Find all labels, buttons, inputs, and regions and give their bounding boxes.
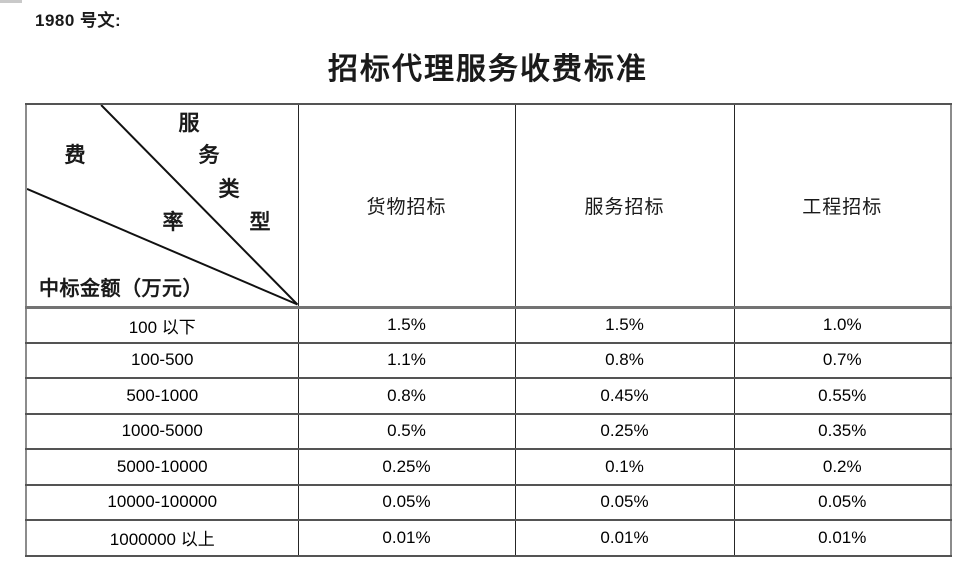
service-type-char-1: 服 xyxy=(178,111,200,135)
fee-standard-table: 服 务 类 型 费 率 中标金额（万元） 货物招标 服务招标 工程招标 100 … xyxy=(25,103,952,557)
amount-range-cell: 100 以下 xyxy=(25,306,299,344)
rate-cell: 1.5% xyxy=(514,306,735,344)
amount-range-cell: 500-1000 xyxy=(25,377,299,415)
rate-cell: 0.01% xyxy=(514,519,735,557)
rate-cell: 0.35% xyxy=(733,412,952,450)
table-row: 1000-5000 0.5% 0.25% 0.35% xyxy=(25,412,952,450)
rate-cell: 0.7% xyxy=(733,341,952,379)
rate-cell: 1.5% xyxy=(297,306,516,344)
table-row: 100-500 1.1% 0.8% 0.7% xyxy=(25,341,952,379)
rate-cell: 1.1% xyxy=(297,341,516,379)
rate-cell: 0.8% xyxy=(514,341,735,379)
table-row: 10000-100000 0.05% 0.05% 0.05% xyxy=(25,483,952,521)
doc-reference: 1980 号文: xyxy=(35,11,122,30)
amount-range-cell: 10000-100000 xyxy=(25,483,299,521)
rate-cell: 0.1% xyxy=(514,448,735,486)
table-row: 500-1000 0.8% 0.45% 0.55% xyxy=(25,377,952,415)
rate-cell: 1.0% xyxy=(733,306,952,344)
table-row: 5000-10000 0.25% 0.1% 0.2% xyxy=(25,448,952,486)
rate-cell: 0.8% xyxy=(297,377,516,415)
column-header-works: 工程招标 xyxy=(733,103,952,308)
rate-cell: 0.05% xyxy=(297,483,516,521)
page-edge-artifact xyxy=(0,0,22,3)
page-title: 招标代理服务收费标准 xyxy=(328,53,648,86)
column-header-services: 服务招标 xyxy=(514,103,735,308)
rate-cell: 0.25% xyxy=(297,448,516,486)
amount-range-cell: 5000-10000 xyxy=(25,448,299,486)
rate-cell: 0.2% xyxy=(733,448,952,486)
rate-cell: 0.05% xyxy=(733,483,952,521)
service-type-char-4: 型 xyxy=(249,210,271,234)
rate-cell: 0.01% xyxy=(733,519,952,557)
amount-range-cell: 1000000 以上 xyxy=(25,519,299,557)
amount-range-cell: 100-500 xyxy=(25,341,299,379)
table-row: 100 以下 1.5% 1.5% 1.0% xyxy=(25,306,952,344)
amount-range-cell: 1000-5000 xyxy=(25,412,299,450)
fee-rate-char-2: 率 xyxy=(162,210,184,234)
rate-cell: 0.25% xyxy=(514,412,735,450)
column-header-goods: 货物招标 xyxy=(297,103,516,308)
table-row: 1000000 以上 0.01% 0.01% 0.01% xyxy=(25,519,952,557)
rate-cell: 0.5% xyxy=(297,412,516,450)
rate-cell: 0.55% xyxy=(733,377,952,415)
header-row: 服 务 类 型 费 率 中标金额（万元） 货物招标 服务招标 工程招标 xyxy=(25,103,952,308)
corner-header-cell: 服 务 类 型 费 率 中标金额（万元） xyxy=(25,103,299,308)
amount-axis-label: 中标金额（万元） xyxy=(39,277,203,300)
service-type-char-3: 类 xyxy=(218,177,240,201)
service-type-char-2: 务 xyxy=(198,143,220,167)
fee-rate-char-1: 费 xyxy=(64,143,86,167)
diagonal-divider-lines xyxy=(27,106,297,305)
rate-cell: 0.45% xyxy=(514,377,735,415)
rate-cell: 0.05% xyxy=(514,483,735,521)
rate-cell: 0.01% xyxy=(297,519,516,557)
